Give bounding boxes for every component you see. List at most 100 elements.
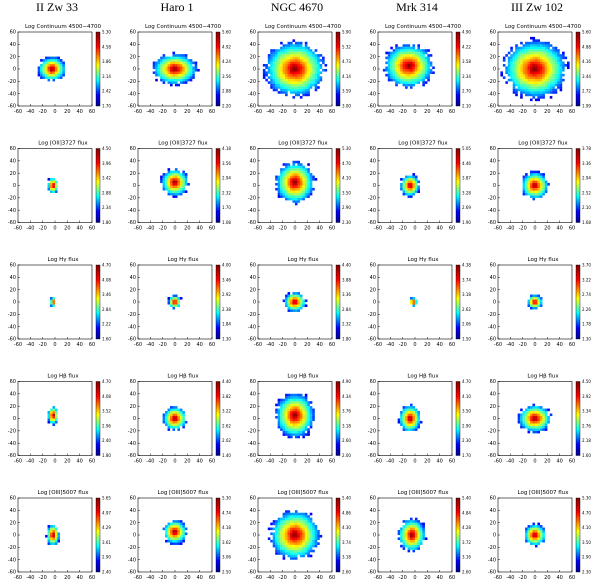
map-pixel (539, 180, 543, 184)
map-pixel (317, 81, 320, 84)
map-pixel (544, 83, 548, 87)
map-pixel (520, 420, 523, 424)
map-pixel (50, 61, 53, 65)
map-pixel (525, 420, 528, 424)
map-pixel (410, 547, 413, 550)
map-pixel (400, 81, 403, 84)
map-pixel (537, 46, 540, 50)
map-pixel (162, 413, 166, 417)
map-pixel (554, 46, 558, 50)
map-pixel (292, 86, 296, 89)
map-pixel (47, 539, 51, 543)
map-pixel (522, 81, 526, 84)
map-pixel (299, 301, 303, 305)
map-pixel (52, 56, 56, 60)
map-pixel (392, 56, 396, 60)
map-pixel (307, 549, 310, 553)
map-pixel (272, 81, 276, 84)
map-pixel (192, 66, 195, 70)
map-pixel (47, 418, 51, 422)
map-pixel (542, 418, 545, 422)
map-pixel (189, 61, 193, 65)
y-tick-label: 20 (490, 171, 496, 177)
colorbar-label: 2.88 (222, 89, 231, 94)
map-pixel (275, 182, 278, 186)
map-pixel (412, 83, 416, 87)
map-pixel (170, 190, 173, 193)
map-pixel (547, 51, 550, 55)
map-pixel (174, 411, 178, 414)
map-pixel (189, 68, 193, 72)
x-tick-label: 40 (436, 575, 442, 581)
map-pixel (282, 299, 286, 303)
map-pixel (390, 56, 393, 60)
map-pixel (285, 294, 288, 298)
map-pixel (544, 423, 548, 426)
map-pixel (419, 525, 423, 528)
map-pixel (297, 306, 300, 310)
map-pixel (539, 428, 543, 431)
map-pixel (414, 56, 418, 60)
map-pixel (402, 83, 406, 87)
map-pixel (532, 530, 536, 533)
map-pixel (280, 428, 283, 431)
map-pixel (410, 544, 413, 548)
map-pixel (549, 66, 553, 70)
map-pixel (170, 299, 173, 303)
map-pixel (162, 64, 166, 67)
map-pixel (392, 49, 396, 52)
map-pixel (424, 66, 428, 70)
map-pixel (290, 398, 293, 402)
map-pixel (277, 86, 281, 89)
map-pixel (542, 530, 545, 533)
map-pixel (302, 415, 305, 419)
map-pixel (54, 527, 58, 531)
map-pixel (414, 78, 418, 82)
map-pixel (530, 98, 533, 102)
map-pixel (309, 406, 313, 409)
colorbar (335, 381, 341, 456)
map-pixel (299, 66, 303, 70)
x-tick-label: 40 (436, 226, 442, 232)
map-pixel (517, 49, 521, 52)
map-pixel (307, 83, 310, 87)
map-pixel (544, 81, 548, 84)
map-pixel (534, 178, 538, 181)
map-pixel (280, 185, 283, 189)
map-pixel (309, 83, 313, 87)
map-pixel (285, 527, 288, 531)
map-pixel (522, 86, 526, 89)
map-pixel (270, 51, 273, 55)
map-pixel (532, 195, 536, 198)
map-pixel (427, 78, 430, 82)
map-pixel (549, 64, 553, 67)
map-pixel (287, 185, 291, 189)
map-pixel (517, 413, 521, 417)
map-pixel (525, 182, 528, 186)
map-pixel (294, 408, 298, 412)
map-pixel (525, 54, 528, 57)
map-pixel (429, 64, 433, 67)
map-pixel (54, 187, 58, 191)
map-pixel (52, 418, 56, 422)
y-tick-label: 20 (250, 404, 256, 410)
map-pixel (530, 182, 533, 186)
map-pixel (539, 195, 543, 198)
map-pixel (539, 178, 543, 181)
map-pixel (522, 88, 526, 92)
map-pixel (512, 54, 516, 57)
map-pixel (167, 178, 171, 181)
map-pixel (280, 418, 283, 422)
map-pixel (314, 49, 318, 52)
map-pixel (307, 522, 310, 526)
map-pixel (172, 423, 176, 426)
map-pixel (292, 66, 296, 70)
map-pixel (54, 190, 58, 193)
map-pixel (292, 433, 296, 436)
map-pixel (294, 304, 298, 307)
map-pixel (42, 71, 46, 74)
map-pixel (517, 64, 521, 67)
map-pixel (312, 68, 315, 72)
map-pixel (559, 76, 563, 79)
map-pixel (174, 304, 178, 307)
